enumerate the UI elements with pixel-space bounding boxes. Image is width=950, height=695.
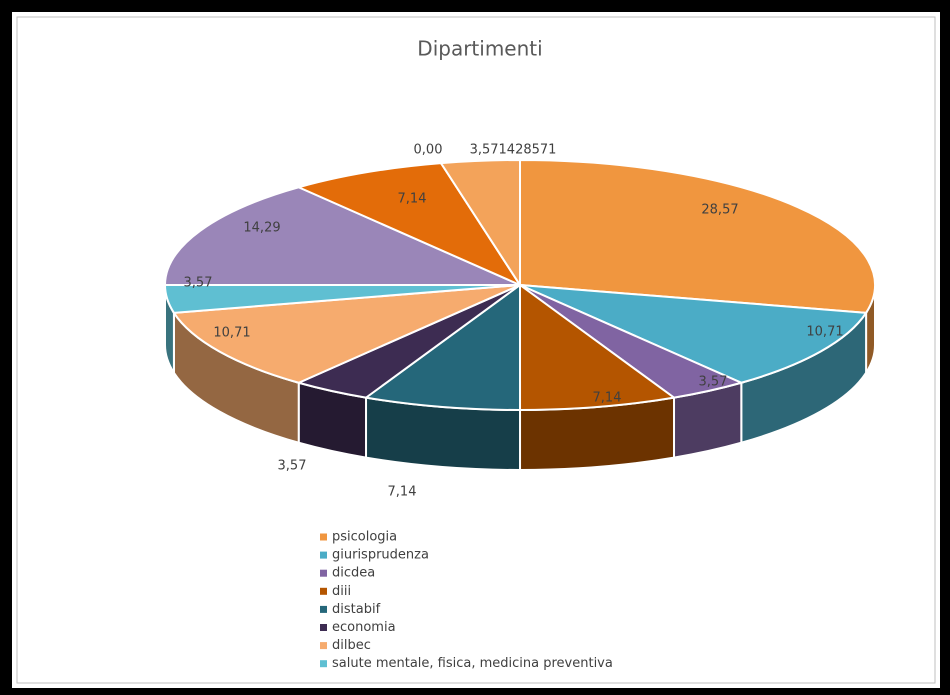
chart-title: Dipartimenti: [417, 37, 542, 61]
legend-label: diii: [332, 584, 351, 599]
legend-label: psicologia: [332, 530, 397, 545]
data-label: 7,14: [398, 192, 427, 207]
slice: [295, 162, 523, 288]
legend-label: distabif: [332, 602, 381, 617]
data-label: 3,57: [184, 276, 213, 291]
data-label: 3,57: [699, 375, 728, 390]
legend-label: giurisprudenza: [332, 548, 429, 563]
data-label: 14,29: [243, 221, 280, 236]
data-label: 10,71: [806, 325, 843, 340]
data-label: 3,571428571: [470, 143, 557, 158]
legend-marker: [320, 587, 327, 595]
legend-marker: [320, 642, 327, 650]
legend-marker: [320, 660, 327, 668]
legend-marker: [320, 624, 327, 631]
data-label: 7,14: [593, 391, 622, 406]
data-label: 28,57: [701, 203, 738, 218]
slice: [163, 186, 521, 287]
legend-marker: [320, 533, 327, 541]
legend-label: salute mentale, fisica, medicina prevent…: [332, 656, 613, 671]
slice: [519, 284, 868, 384]
chart-frame: [16, 16, 936, 684]
data-label: 7,14: [388, 485, 417, 500]
legend-marker: [320, 551, 327, 559]
slice: [518, 283, 677, 412]
slice: [439, 158, 521, 289]
legend-label: dicdea: [332, 566, 375, 581]
legend-label: dilbec: [332, 638, 371, 653]
slice: [172, 284, 521, 384]
data-label: 10,71: [213, 326, 250, 341]
data-label: 0,00: [414, 143, 443, 158]
legend-label: economia: [332, 620, 396, 635]
slice: [519, 158, 876, 314]
legend-marker: [320, 569, 327, 577]
slice: [363, 283, 522, 412]
legend-marker: [320, 605, 327, 613]
data-label: 3,57: [278, 459, 307, 474]
